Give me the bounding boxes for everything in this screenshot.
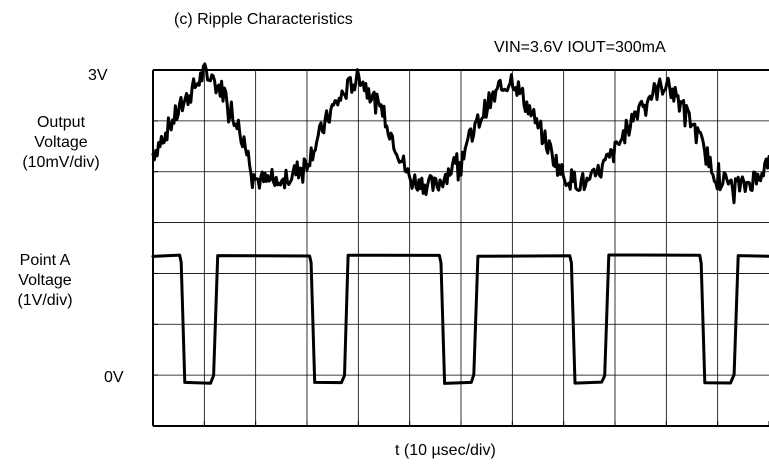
output-voltage-trace [151, 62, 769, 205]
traces [151, 62, 769, 385]
output-voltage-label: Output Voltage (10mV/div) [6, 113, 116, 173]
x-axis-label: t (10 µsec/div) [395, 442, 496, 459]
output-label-line-2: Voltage [34, 134, 88, 151]
pointa-label-line-1: Point A [19, 252, 71, 269]
pointa-label-line-2: Voltage [18, 272, 72, 289]
chart-title: (c) Ripple Characteristics [174, 11, 353, 28]
pointa-label-line-3: (1V/div) [17, 292, 73, 309]
pointa-voltage-trace [151, 253, 769, 385]
top-reference-label: 3V [88, 67, 108, 84]
pointa-voltage-label: Point A Voltage (1V/div) [5, 251, 85, 311]
output-label-line-1: Output [36, 114, 86, 131]
output-label-line-3: (10mV/div) [22, 154, 100, 171]
frame [152, 69, 769, 427]
bottom-reference-label: 0V [104, 369, 124, 386]
grid [152, 69, 769, 427]
test-conditions: VIN=3.6V IOUT=300mA [494, 39, 666, 56]
